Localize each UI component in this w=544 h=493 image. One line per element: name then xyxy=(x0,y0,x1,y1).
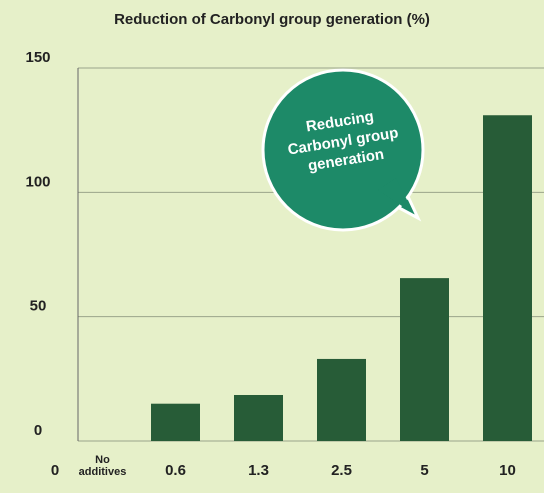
bar xyxy=(400,278,449,441)
x-tick-label: 5 xyxy=(420,462,429,479)
x-tick-label: 10 xyxy=(499,462,516,479)
y-tick-label: 0 xyxy=(34,422,42,439)
bar xyxy=(151,403,200,441)
y-tick-label: 100 xyxy=(25,173,50,190)
y-tick-label: 150 xyxy=(25,49,50,66)
chart-title: Reduction of Carbonyl group generation (… xyxy=(114,11,430,28)
x-tick-label: 1.3 xyxy=(248,462,269,479)
x-tick-label: No additives xyxy=(78,454,127,478)
y-tick-label: 50 xyxy=(30,298,47,315)
bar xyxy=(317,358,366,441)
bar xyxy=(483,115,532,441)
x-origin-label: 0 xyxy=(51,462,59,479)
x-tick-label: 2.5 xyxy=(331,462,352,479)
bar xyxy=(234,394,283,441)
annotation-tail-fill xyxy=(378,178,414,214)
x-tick-label: 0.6 xyxy=(165,462,186,479)
